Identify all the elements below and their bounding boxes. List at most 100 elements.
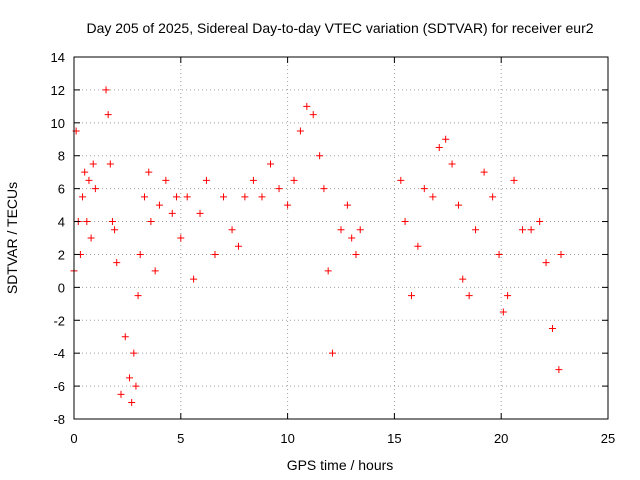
data-point bbox=[258, 193, 266, 201]
data-point bbox=[303, 102, 311, 110]
data-point bbox=[106, 160, 114, 168]
data-point bbox=[228, 226, 236, 234]
data-point bbox=[168, 209, 176, 217]
data-point bbox=[442, 135, 450, 143]
data-point bbox=[480, 168, 488, 176]
data-point bbox=[420, 185, 428, 193]
data-point bbox=[489, 193, 497, 201]
data-point bbox=[557, 250, 565, 258]
data-point bbox=[472, 226, 480, 234]
data-point bbox=[328, 349, 336, 357]
data-point bbox=[352, 250, 360, 258]
data-point bbox=[91, 185, 99, 193]
data-point bbox=[111, 226, 119, 234]
data-point bbox=[320, 185, 328, 193]
data-point bbox=[132, 382, 140, 390]
data-point bbox=[151, 267, 159, 275]
data-point bbox=[89, 160, 97, 168]
x-tick-label: 15 bbox=[387, 431, 401, 446]
data-point bbox=[401, 218, 409, 226]
y-tick-label: 0 bbox=[58, 280, 65, 295]
y-tick-label: 8 bbox=[58, 149, 65, 164]
data-point bbox=[104, 111, 112, 119]
data-point bbox=[348, 234, 356, 242]
data-point bbox=[536, 218, 544, 226]
y-tick-label: -8 bbox=[53, 412, 65, 427]
data-point bbox=[459, 275, 467, 283]
data-point bbox=[495, 250, 503, 258]
data-point bbox=[85, 176, 93, 184]
data-point bbox=[284, 201, 292, 209]
data-point bbox=[290, 176, 298, 184]
data-point bbox=[234, 242, 242, 250]
x-tick-label: 20 bbox=[494, 431, 508, 446]
data-point bbox=[220, 193, 228, 201]
data-point bbox=[155, 201, 163, 209]
data-point bbox=[249, 176, 257, 184]
y-tick-label: -2 bbox=[53, 313, 65, 328]
data-point bbox=[87, 234, 95, 242]
x-tick-label: 0 bbox=[70, 431, 77, 446]
data-point bbox=[202, 176, 210, 184]
data-point bbox=[356, 226, 364, 234]
data-point bbox=[555, 366, 563, 374]
data-point bbox=[117, 390, 125, 398]
data-point bbox=[113, 259, 121, 267]
x-axis-ticks: 0 5 10 15 20 25 bbox=[70, 57, 615, 446]
data-point bbox=[134, 292, 142, 300]
y-tick-label: 4 bbox=[58, 215, 65, 230]
data-point bbox=[510, 176, 518, 184]
data-point bbox=[454, 201, 462, 209]
data-point bbox=[435, 144, 443, 151]
data-point bbox=[504, 292, 512, 300]
y-tick-label: 14 bbox=[51, 50, 65, 65]
data-points bbox=[70, 86, 565, 407]
data-point bbox=[102, 86, 110, 94]
data-point bbox=[465, 292, 473, 300]
x-tick-label: 10 bbox=[280, 431, 294, 446]
data-point bbox=[121, 333, 129, 341]
data-point bbox=[79, 193, 87, 201]
y-tick-label: -6 bbox=[53, 379, 65, 394]
y-axis-ticks: -8 -6 -4 -2 0 2 4 6 8 10 12 14 bbox=[51, 50, 608, 427]
grid-lines bbox=[74, 57, 608, 419]
data-point bbox=[173, 193, 181, 201]
data-point bbox=[316, 152, 324, 160]
data-point bbox=[83, 218, 91, 226]
y-tick-label: 12 bbox=[51, 83, 65, 98]
data-point bbox=[183, 193, 191, 201]
data-point bbox=[126, 374, 134, 382]
data-point bbox=[309, 111, 317, 119]
data-point bbox=[190, 275, 198, 283]
data-point bbox=[81, 168, 89, 176]
data-point bbox=[128, 399, 136, 407]
data-point bbox=[414, 242, 422, 250]
data-point bbox=[343, 201, 351, 209]
data-point bbox=[177, 234, 185, 242]
y-tick-label: -4 bbox=[53, 346, 65, 361]
data-point bbox=[296, 127, 304, 135]
data-point bbox=[429, 193, 437, 201]
data-point bbox=[196, 209, 204, 217]
data-point bbox=[397, 176, 405, 184]
data-point bbox=[527, 226, 535, 234]
y-tick-label: 2 bbox=[58, 247, 65, 262]
data-point bbox=[136, 250, 144, 258]
x-axis-label: GPS time / hours bbox=[287, 457, 394, 473]
data-point bbox=[548, 325, 556, 332]
data-point bbox=[108, 218, 116, 226]
data-point bbox=[275, 185, 283, 193]
y-tick-label: 6 bbox=[58, 182, 65, 197]
data-point bbox=[140, 193, 148, 201]
data-point bbox=[448, 160, 456, 168]
data-point bbox=[145, 168, 153, 176]
data-point bbox=[267, 160, 275, 168]
plot-frame bbox=[73, 56, 609, 420]
data-point bbox=[130, 349, 138, 357]
x-tick-label: 25 bbox=[601, 431, 615, 446]
data-point bbox=[241, 193, 249, 201]
data-point bbox=[337, 226, 345, 234]
data-point bbox=[519, 226, 527, 234]
x-tick-label: 5 bbox=[177, 431, 184, 446]
